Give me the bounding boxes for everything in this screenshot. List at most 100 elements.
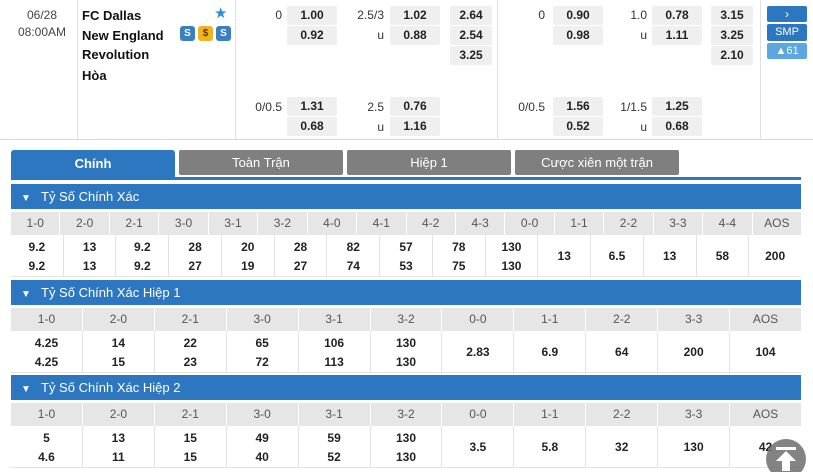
away-score-odd[interactable]: 9.2 bbox=[28, 259, 46, 273]
away-score-odd[interactable]: 53 bbox=[399, 259, 413, 273]
home-score-odd[interactable]: 14 bbox=[111, 336, 126, 350]
draw-score-odd[interactable]: 104 bbox=[755, 345, 776, 359]
live-stream-icon[interactable]: S bbox=[216, 26, 231, 41]
away-score-odd[interactable]: 15 bbox=[183, 450, 197, 464]
h1-1x2-draw-odd[interactable]: 2.10 bbox=[711, 46, 753, 65]
home-score-odd[interactable]: 13 bbox=[111, 431, 126, 445]
ft2-ou-under-odd[interactable]: 1.16 bbox=[390, 117, 440, 136]
home-score-odd[interactable]: 65 bbox=[255, 336, 269, 350]
h1-handicap-home-odd[interactable]: 0.90 bbox=[553, 6, 603, 25]
home-score-odd[interactable]: 78 bbox=[452, 240, 466, 254]
draw-score-odd[interactable]: 200 bbox=[765, 249, 786, 263]
draw-score-odd[interactable]: 2.83 bbox=[466, 345, 490, 359]
draw-score-odd[interactable]: 3.5 bbox=[469, 440, 487, 454]
money-icon[interactable]: $ bbox=[198, 26, 213, 41]
away-score-odd[interactable]: 75 bbox=[452, 259, 466, 273]
home-score-odd[interactable]: 28 bbox=[188, 240, 202, 254]
draw-score-odd[interactable]: 5.8 bbox=[541, 440, 559, 454]
away-score-odd[interactable]: 27 bbox=[293, 259, 308, 273]
ft2-ou-over-odd[interactable]: 0.76 bbox=[390, 97, 440, 116]
home-score-odd[interactable]: 59 bbox=[327, 431, 341, 445]
home-score-odd[interactable]: 9.2 bbox=[28, 240, 46, 254]
home-score-odd[interactable]: 49 bbox=[255, 431, 269, 445]
home-score-odd[interactable]: 4.25 bbox=[34, 336, 59, 350]
ft-ou-under-odd[interactable]: 0.88 bbox=[390, 26, 440, 45]
stats-icon[interactable]: S bbox=[180, 26, 195, 41]
away-score-odd[interactable]: 130 bbox=[395, 450, 416, 464]
h1-1x2-home-odd[interactable]: 3.15 bbox=[711, 6, 753, 25]
h1-handicap-away-odd[interactable]: 0.98 bbox=[553, 26, 603, 45]
home-score-odd[interactable]: 15 bbox=[183, 431, 197, 445]
home-score-odd[interactable]: 5 bbox=[43, 431, 50, 445]
home-score-odd[interactable]: 130 bbox=[395, 431, 416, 445]
expand-chevron-icon[interactable]: › bbox=[767, 6, 807, 22]
ft-ou-over-odd[interactable]: 1.02 bbox=[390, 6, 440, 25]
score-odds-cell: 57 53 bbox=[380, 235, 433, 276]
away-score-odd[interactable]: 52 bbox=[327, 450, 341, 464]
ft2-handicap-away-odd[interactable]: 0.68 bbox=[287, 117, 337, 136]
ft-handicap-home-odd[interactable]: 1.00 bbox=[287, 6, 337, 25]
away-score-odd[interactable]: 4.6 bbox=[38, 450, 55, 464]
away-score-odd[interactable]: 74 bbox=[346, 259, 360, 273]
away-score-odd[interactable]: 11 bbox=[112, 450, 125, 464]
section-correct-score-half2[interactable]: ▼ Tỷ Số Chính Xác Hiệp 2 bbox=[11, 375, 801, 400]
h1b-ou-under-odd[interactable]: 0.68 bbox=[652, 117, 702, 136]
away-score-odd[interactable]: 130 bbox=[395, 355, 416, 369]
section-correct-score-half1[interactable]: ▼ Tỷ Số Chính Xác Hiệp 1 bbox=[11, 280, 801, 305]
away-score-odd[interactable]: 23 bbox=[183, 355, 197, 369]
draw-score-odd[interactable]: 32 bbox=[615, 440, 629, 454]
h1-ou-over-odd[interactable]: 0.78 bbox=[652, 6, 702, 25]
more-markets-button[interactable]: ▲61 bbox=[767, 43, 807, 59]
h1b-handicap-home-odd[interactable]: 1.56 bbox=[553, 97, 603, 116]
h1-1x2-away-odd[interactable]: 3.25 bbox=[711, 26, 753, 45]
h1b-handicap-away-odd[interactable]: 0.52 bbox=[553, 117, 603, 136]
home-score-odd[interactable]: 106 bbox=[324, 336, 345, 350]
tab-same-game-parlay[interactable]: Cược xiên một trận bbox=[515, 150, 679, 175]
h1b-ou-over-odd[interactable]: 1.25 bbox=[652, 97, 702, 116]
home-score-odd[interactable]: 9.2 bbox=[133, 240, 151, 254]
draw-score-odd[interactable]: 200 bbox=[683, 345, 704, 359]
smp-button[interactable]: SMP bbox=[767, 24, 807, 41]
tab-main[interactable]: Chính bbox=[11, 150, 175, 180]
home-score-odd[interactable]: 13 bbox=[82, 240, 97, 254]
draw-score-odd[interactable]: 6.9 bbox=[541, 345, 559, 359]
away-score-odd[interactable]: 9.2 bbox=[133, 259, 151, 273]
away-score-odd[interactable]: 40 bbox=[255, 450, 269, 464]
ft-1x2-away-odd[interactable]: 2.54 bbox=[450, 26, 492, 45]
tab-first-half[interactable]: Hiệp 1 bbox=[347, 150, 511, 175]
draw-score-odd[interactable]: 130 bbox=[683, 440, 704, 454]
score-odds-cell: 4.25 4.25 bbox=[11, 331, 83, 372]
favorite-star-icon[interactable]: ★ bbox=[214, 5, 228, 22]
home-score-odd[interactable]: 28 bbox=[293, 240, 308, 254]
draw-score-odd[interactable]: 6.5 bbox=[608, 249, 626, 263]
draw-score-odd[interactable]: 58 bbox=[715, 249, 730, 263]
home-score-odd[interactable]: 22 bbox=[183, 336, 197, 350]
h1-ou-under-odd[interactable]: 1.11 bbox=[652, 26, 702, 45]
draw-score-odd[interactable]: 13 bbox=[663, 249, 677, 263]
away-score-odd[interactable]: 72 bbox=[255, 355, 269, 369]
scroll-to-top-button[interactable] bbox=[766, 439, 806, 472]
ft-1x2-home-odd[interactable]: 2.64 bbox=[450, 6, 492, 25]
ft2-handicap-home-odd[interactable]: 1.31 bbox=[287, 97, 337, 116]
away-score-odd[interactable]: 19 bbox=[241, 259, 255, 273]
section-correct-score[interactable]: ▼ Tỷ Số Chính Xác bbox=[11, 184, 801, 209]
ft-handicap-away-odd[interactable]: 0.92 bbox=[287, 26, 337, 45]
away-score-odd[interactable]: 27 bbox=[188, 259, 202, 273]
ft-1x2-draw-odd[interactable]: 3.25 bbox=[450, 46, 492, 65]
home-score-odd[interactable]: 130 bbox=[395, 336, 416, 350]
away-team-name-line2[interactable]: Revolution bbox=[82, 47, 150, 62]
away-team-name-line1[interactable]: New England bbox=[82, 28, 164, 43]
away-score-odd[interactable]: 113 bbox=[324, 355, 344, 369]
home-score-odd[interactable]: 57 bbox=[399, 240, 413, 254]
draw-score-odd[interactable]: 64 bbox=[615, 345, 629, 359]
away-score-odd[interactable]: 15 bbox=[111, 355, 126, 369]
away-score-odd[interactable]: 130 bbox=[501, 259, 522, 273]
draw-score-odd[interactable]: 13 bbox=[557, 249, 571, 263]
away-score-odd[interactable]: 13 bbox=[82, 259, 97, 273]
tab-full-match[interactable]: Toàn Trận bbox=[179, 150, 343, 175]
home-team-name[interactable]: FC Dallas bbox=[82, 8, 142, 23]
away-score-odd[interactable]: 4.25 bbox=[34, 355, 59, 369]
home-score-odd[interactable]: 82 bbox=[346, 240, 360, 254]
home-score-odd[interactable]: 20 bbox=[241, 240, 255, 254]
home-score-odd[interactable]: 130 bbox=[501, 240, 522, 254]
